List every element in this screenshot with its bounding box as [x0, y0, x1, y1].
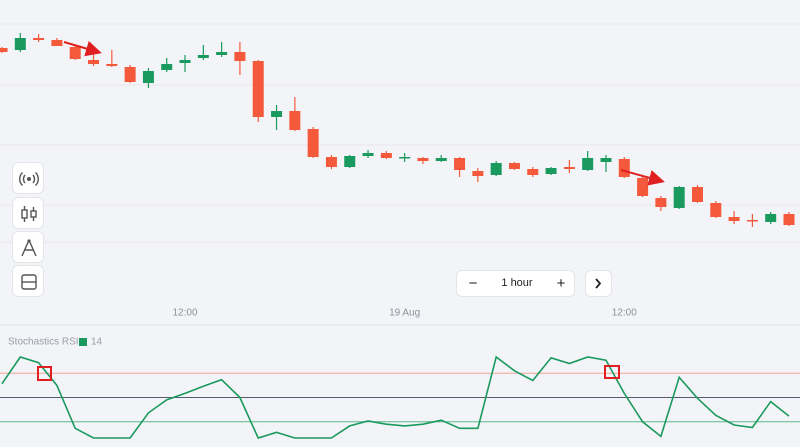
candle-body — [344, 156, 356, 167]
candle-body — [746, 220, 758, 222]
icon — [21, 274, 37, 290]
candle-body — [88, 60, 100, 64]
decrement-button[interactable]: − — [468, 275, 478, 292]
candle-body — [490, 163, 502, 175]
arrow — [620, 169, 665, 186]
candle-body — [216, 52, 228, 55]
arrow — [63, 40, 102, 57]
icon — [21, 206, 37, 222]
candle-body — [673, 187, 685, 208]
candle-body — [728, 217, 740, 221]
chart-type-button[interactable] — [12, 197, 44, 229]
candle-body — [563, 167, 575, 169]
candle-body — [472, 171, 484, 176]
candle-body — [380, 153, 392, 158]
candle-body — [69, 47, 81, 59]
interval-label: 1 hour — [501, 277, 533, 289]
legend-label: 14 — [91, 337, 103, 348]
x-tick-label: 19 Aug — [389, 308, 420, 319]
candle-body — [637, 178, 649, 196]
candle-body — [783, 214, 795, 225]
candle-body — [271, 111, 283, 117]
next-button[interactable] — [585, 270, 612, 297]
annotations — [37, 40, 665, 381]
candle-body — [161, 64, 173, 70]
candle-body — [417, 158, 429, 161]
candles — [0, 33, 795, 227]
candle-body — [508, 163, 520, 169]
candle-body — [325, 157, 337, 167]
candle-body — [234, 52, 246, 61]
increment-button[interactable]: + — [556, 275, 566, 292]
candle-body — [197, 55, 209, 58]
candle-body — [179, 60, 191, 63]
candle-body — [710, 203, 722, 217]
candle-body — [252, 61, 264, 117]
candle-body — [765, 214, 777, 222]
candle-body — [655, 198, 667, 207]
rsi-line — [1, 355, 790, 439]
highlight-box — [604, 365, 620, 379]
candle-body — [51, 40, 63, 46]
indicator-title: Stochastics RSI — [8, 337, 79, 348]
interval-control: − 1 hour + — [456, 270, 575, 297]
candle-body — [106, 64, 118, 66]
candle-body — [454, 158, 466, 170]
icon — [595, 278, 602, 289]
icon — [19, 171, 39, 187]
candle-body — [582, 158, 594, 170]
candle-body — [142, 71, 154, 83]
candle-body — [618, 159, 630, 177]
rsi-panel — [0, 355, 800, 439]
candle-body — [691, 187, 703, 202]
signal-button[interactable] — [12, 162, 44, 194]
x-tick-label: 12:00 — [173, 308, 198, 319]
candle-body — [307, 129, 319, 157]
candle-body — [0, 48, 8, 52]
candle-body — [289, 111, 301, 130]
candle-body — [600, 158, 612, 162]
grid — [0, 23, 800, 243]
icon — [21, 239, 37, 257]
candle-body — [435, 158, 447, 161]
candle-body — [124, 67, 136, 82]
candle-body — [33, 38, 45, 40]
highlight-box — [37, 366, 52, 381]
x-tick-label: 12:00 — [612, 308, 637, 319]
candle-body — [527, 169, 539, 175]
candle-body — [362, 153, 374, 156]
drawing-button[interactable] — [12, 231, 44, 263]
layout-button[interactable] — [12, 265, 44, 297]
candle-body — [14, 38, 26, 50]
legend-swatch — [79, 338, 87, 346]
candle-body — [399, 157, 411, 159]
candle-body — [545, 168, 557, 174]
